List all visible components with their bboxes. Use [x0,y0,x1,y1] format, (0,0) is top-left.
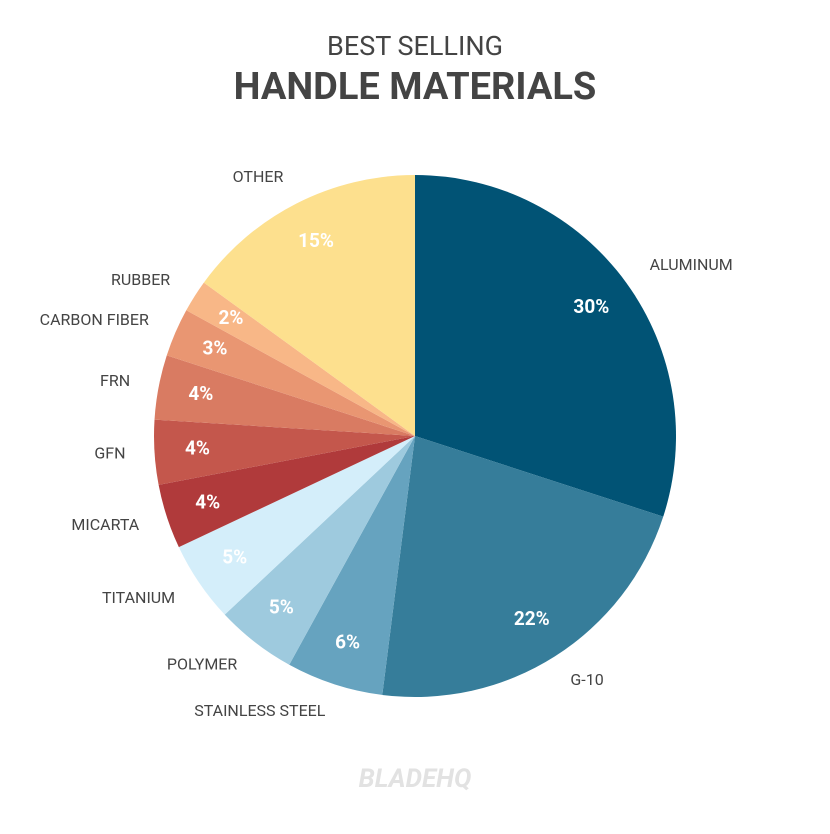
pie-slice [289,436,415,695]
value-label: 2% [218,306,243,329]
value-label: 5% [222,546,247,569]
pie-slice [166,310,415,436]
pie-slice [154,419,415,485]
value-label: 5% [269,595,294,618]
category-label: STAINLESS STEEL [194,701,326,720]
pie-slice [158,436,415,548]
category-label: G-10 [570,670,603,689]
chart-title: BEST SELLING [327,30,503,62]
value-label: 22% [514,607,550,630]
value-label: 15% [298,229,334,252]
value-label: 6% [335,630,360,653]
pie-slice [203,175,415,436]
watermark: BLADEHQ [359,764,472,794]
chart-subtitle: HANDLE MATERIALS [234,65,597,109]
pie-slice [224,436,415,665]
pie-slice [178,436,415,615]
pie-slice [382,436,664,697]
value-label: 4% [185,437,210,460]
value-label: 30% [573,295,609,318]
pie-slice [415,175,676,517]
value-label: 4% [188,382,213,405]
category-label: CARBON FIBER [40,310,149,329]
category-label: TITANIUM [102,588,175,607]
category-label: RUBBER [111,270,170,289]
category-label: POLYMER [167,654,238,673]
pie-slice [154,355,416,436]
value-label: 3% [202,336,227,359]
pie-slice [186,282,415,436]
category-label: MICARTA [71,515,139,534]
category-label: GFN [94,443,125,462]
category-label: OTHER [233,167,284,186]
value-label: 4% [195,490,220,513]
category-label: ALUMINUM [650,255,733,274]
category-label: FRN [100,371,130,390]
